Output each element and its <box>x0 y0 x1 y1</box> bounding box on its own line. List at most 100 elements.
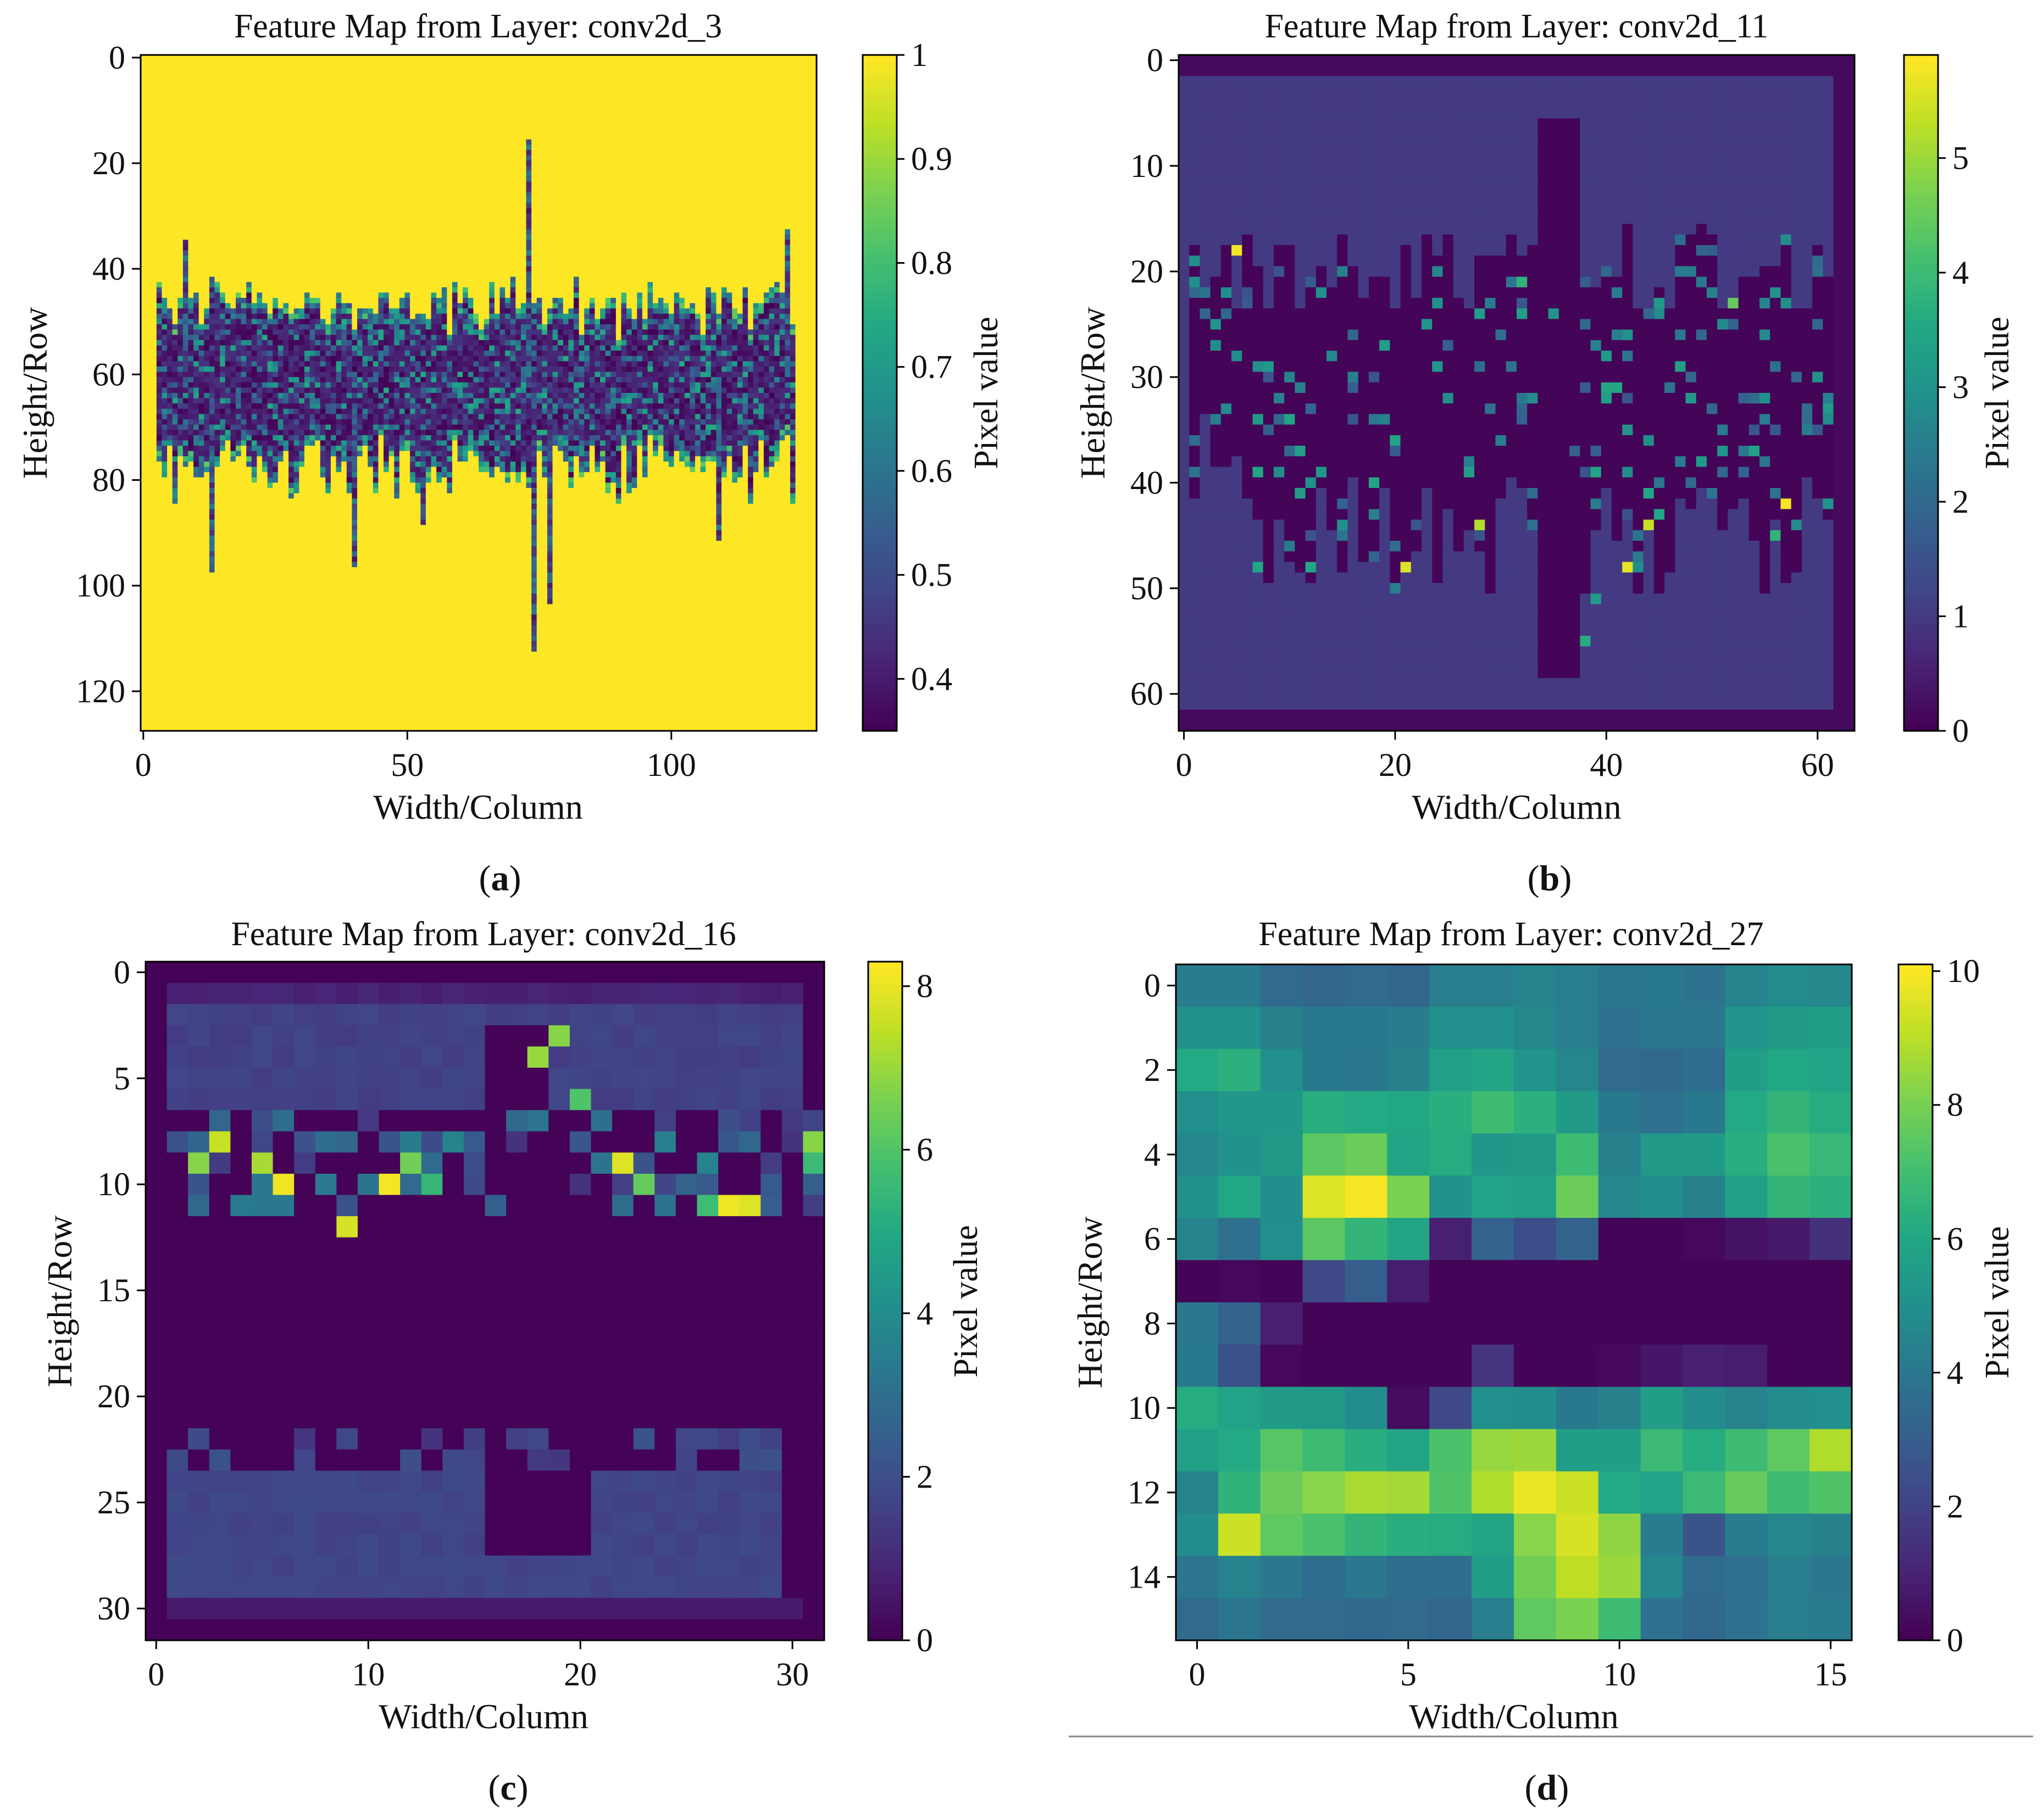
heatmap-cell <box>515 229 521 235</box>
heatmap-cell <box>595 149 601 156</box>
heatmap-cell <box>410 224 416 230</box>
heatmap-cell <box>647 134 653 140</box>
heatmap-cell <box>325 213 331 219</box>
heatmap-cell <box>378 245 384 251</box>
heatmap-cell <box>695 139 701 145</box>
heatmap-cell <box>320 234 326 240</box>
heatmap-cell <box>600 145 606 151</box>
heatmap-cell <box>494 256 501 262</box>
heatmap-cell <box>384 139 390 145</box>
heatmap-cell <box>663 224 669 230</box>
heatmap-cell <box>330 129 337 135</box>
heatmap-cell <box>489 145 495 151</box>
heatmap-cell <box>257 224 263 230</box>
heatmap-cell <box>447 86 453 92</box>
heatmap-cell <box>695 118 701 124</box>
heatmap-cell <box>346 234 352 240</box>
heatmap-cell <box>277 234 284 240</box>
heatmap-cell <box>262 229 268 235</box>
heatmap-cell <box>262 60 268 66</box>
heatmap-cell <box>647 176 653 182</box>
heatmap-cell <box>362 165 368 172</box>
heatmap-cell <box>674 208 680 214</box>
heatmap-cell <box>642 76 648 82</box>
heatmap-cell <box>415 203 421 209</box>
heatmap-cell <box>706 139 712 145</box>
heatmap-cell <box>151 70 157 77</box>
heatmap-cell <box>468 208 474 214</box>
heatmap-cell <box>241 134 247 140</box>
heatmap-cell <box>605 129 611 135</box>
heatmap-cell <box>763 81 770 87</box>
heatmap-cell <box>172 81 178 87</box>
heatmap-cell <box>162 218 168 225</box>
heatmap-cell <box>352 60 358 66</box>
heatmap-cell <box>721 203 728 209</box>
heatmap-cell <box>141 113 147 119</box>
heatmap-cell <box>299 86 305 92</box>
heatmap-cell <box>473 113 479 119</box>
heatmap-cell <box>220 256 226 262</box>
heatmap-cell <box>558 102 564 108</box>
heatmap-cell <box>563 76 569 82</box>
heatmap-cell <box>463 113 469 119</box>
heatmap-cell <box>325 123 331 130</box>
heatmap-cell <box>399 70 406 77</box>
heatmap-cell <box>436 108 442 114</box>
heatmap-cell <box>431 240 437 246</box>
heatmap-cell <box>373 203 379 209</box>
heatmap-cell <box>690 155 696 161</box>
heatmap-cell <box>600 176 606 182</box>
heatmap-cell <box>758 240 764 246</box>
heatmap-cell <box>716 81 722 87</box>
heatmap-cell <box>710 155 717 161</box>
heatmap-cell <box>531 213 537 219</box>
heatmap-cell <box>362 256 368 262</box>
heatmap-cell <box>204 86 210 92</box>
heatmap-cell <box>479 203 485 209</box>
heatmap-cell <box>742 86 748 92</box>
heatmap-cell <box>774 165 780 172</box>
heatmap-cell <box>621 55 627 61</box>
heatmap-cell <box>273 108 279 114</box>
heatmap-cell <box>684 123 690 130</box>
heatmap-cell <box>663 240 669 246</box>
heatmap-cell <box>262 234 268 240</box>
heatmap-cell <box>748 65 754 71</box>
heatmap-cell <box>748 240 754 246</box>
heatmap-cell <box>273 229 279 235</box>
heatmap-cell <box>732 208 738 214</box>
heatmap-cell <box>172 208 178 214</box>
heatmap-cell <box>420 118 426 124</box>
heatmap-cell <box>273 155 279 161</box>
heatmap-cell <box>695 70 701 77</box>
heatmap-cell <box>473 145 479 151</box>
heatmap-cell <box>220 245 226 251</box>
heatmap-cell <box>621 229 627 235</box>
heatmap-cell <box>753 224 759 230</box>
heatmap-cell <box>468 203 474 209</box>
heatmap-cell <box>257 118 263 124</box>
heatmap-cell <box>384 213 390 219</box>
heatmap-cell <box>146 213 152 219</box>
heatmap-cell <box>520 113 527 119</box>
heatmap-cell <box>257 81 263 87</box>
heatmap-cell <box>357 113 363 119</box>
heatmap-cell <box>357 192 363 198</box>
heatmap-cell <box>304 55 310 61</box>
heatmap-cell <box>674 187 680 193</box>
heatmap-cell <box>293 113 299 119</box>
heatmap-cell <box>362 181 368 187</box>
heatmap-cell <box>193 245 199 251</box>
heatmap-cell <box>584 192 590 198</box>
heatmap-cell <box>505 76 511 82</box>
heatmap-cell <box>515 250 521 256</box>
heatmap-cell <box>330 139 337 145</box>
heatmap-cell <box>262 129 268 135</box>
heatmap-cell <box>552 171 558 177</box>
heatmap-cell <box>690 60 696 66</box>
heatmap-cell <box>811 60 817 66</box>
heatmap-cell <box>637 234 643 240</box>
heatmap-cell <box>193 224 199 230</box>
heatmap-cell <box>737 134 743 140</box>
